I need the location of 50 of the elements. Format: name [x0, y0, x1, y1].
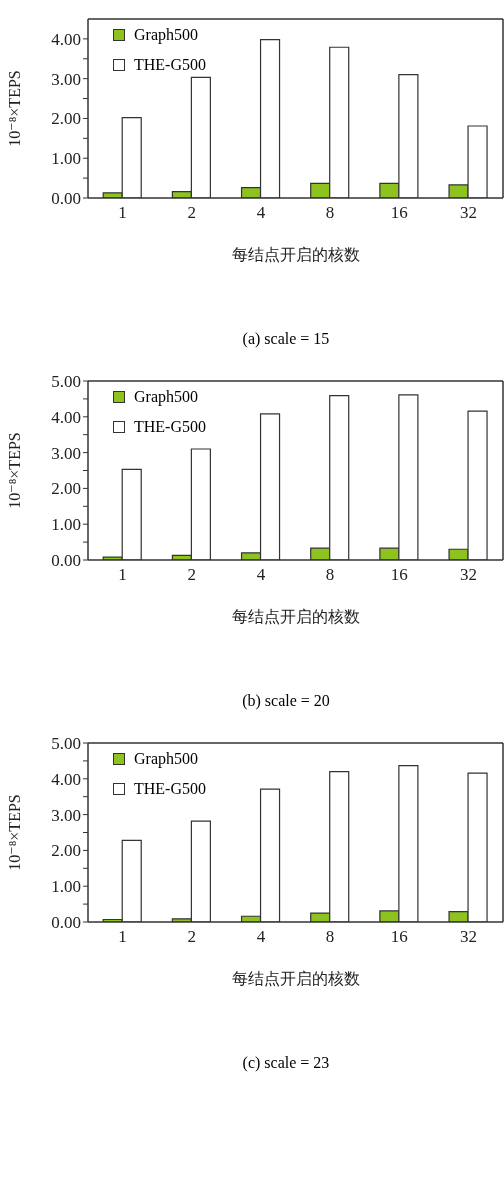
x-tick-label: 1: [118, 927, 127, 947]
x-axis-title: 每结点开启的核数: [231, 970, 360, 987]
x-tick-label: 1: [118, 203, 127, 223]
x-tick-label: 32: [459, 927, 477, 947]
text: (c) scale = 23: [241, 1054, 331, 1074]
y-tick-label: 0.00: [51, 189, 81, 209]
x-tick-label: 8: [325, 927, 335, 947]
y-tick-label: 5.00: [51, 734, 81, 754]
legend-label: Graph500: [134, 388, 198, 406]
y-tick-label: 2.00: [51, 109, 81, 129]
y-tick-label: 2.00: [51, 479, 81, 499]
y-tick-label: 1.00: [51, 515, 81, 535]
x-tick-label: 16: [390, 565, 408, 585]
y-tick-label: 1.00: [51, 877, 81, 897]
x-tick-label: 8: [325, 203, 335, 223]
x-axis-title: 每结点开启的核数: [231, 608, 360, 625]
x-tick-label: 2: [187, 565, 196, 585]
x-tick-label: 4: [256, 927, 266, 947]
y-tick-label: 0.00: [51, 913, 81, 933]
y-axis-title: 10⁻⁸×TEPS: [5, 432, 23, 509]
x-tick-label: 32: [459, 203, 477, 223]
y-tick-label: 4.00: [51, 407, 81, 427]
legend-label: THE-G500: [134, 418, 206, 436]
x-tick-label: 2: [187, 927, 196, 947]
x-tick-label: 4: [256, 565, 266, 585]
y-tick-label: 4.00: [51, 769, 81, 789]
text: (a) scale = 15: [241, 330, 331, 350]
y-tick-label: 3.00: [51, 69, 81, 89]
x-tick-label: 4: [256, 203, 266, 223]
y-tick-label: 5.00: [51, 372, 81, 392]
y-tick-label: 2.00: [51, 841, 81, 861]
y-tick-label: 4.00: [51, 29, 81, 49]
y-tick-label: 3.00: [51, 805, 81, 825]
y-tick-label: 3.00: [51, 443, 81, 463]
y-tick-label: 0.00: [51, 551, 81, 571]
legend-label: Graph500: [134, 750, 198, 768]
legend-label: Graph500: [134, 26, 198, 44]
y-axis-title: 10⁻⁸×TEPS: [5, 794, 23, 871]
x-tick-label: 8: [325, 565, 335, 585]
y-axis-title: 10⁻⁸×TEPS: [5, 70, 23, 147]
x-tick-label: 16: [390, 203, 408, 223]
x-axis-title: 每结点开启的核数: [231, 246, 360, 263]
legend-label: THE-G500: [134, 56, 206, 74]
text: (b) scale = 20: [241, 692, 331, 712]
x-tick-label: 2: [187, 203, 196, 223]
y-tick-label: 1.00: [51, 149, 81, 169]
legend-label: THE-G500: [134, 780, 206, 798]
x-tick-label: 1: [118, 565, 127, 585]
x-tick-label: 16: [390, 927, 408, 947]
x-tick-label: 32: [459, 565, 477, 585]
